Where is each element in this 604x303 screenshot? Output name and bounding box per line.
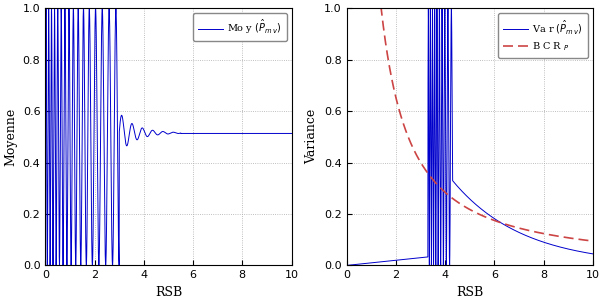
Legend: Va r $(\hat{P}_{m\,v})$, B C R $_{P}$: Va r $(\hat{P}_{m\,v})$, B C R $_{P}$ bbox=[498, 13, 588, 58]
Va r $(\hat{P}_{m\,v})$ bbox=[500, 222, 507, 226]
B C R $_{P}$ bbox=[590, 239, 597, 243]
Line: Va r $(\hat{P}_{m\,v})$: Va r $(\hat{P}_{m\,v})$ bbox=[347, 8, 593, 265]
B C R $_{P}$ bbox=[583, 238, 590, 242]
Va r $(\hat{P}_{m\,v})$ bbox=[489, 215, 496, 219]
Va r $(\hat{P}_{m\,v})$ bbox=[590, 252, 597, 256]
Va r $(\hat{P}_{m\,v})$ bbox=[355, 262, 362, 266]
Y-axis label: Variance: Variance bbox=[306, 109, 318, 165]
Va r $(\hat{P}_{m\,v})$ bbox=[539, 240, 546, 244]
Legend: Mo y $(\hat{P}_{m\,v})$: Mo y $(\hat{P}_{m\,v})$ bbox=[193, 13, 287, 41]
X-axis label: RSB: RSB bbox=[456, 286, 483, 299]
Va r $(\hat{P}_{m\,v})$ bbox=[432, 264, 439, 267]
X-axis label: RSB: RSB bbox=[155, 286, 182, 299]
B C R $_{P}$ bbox=[375, 6, 382, 10]
Va r $(\hat{P}_{m\,v})$ bbox=[343, 264, 350, 267]
Line: B C R $_{P}$: B C R $_{P}$ bbox=[379, 8, 593, 241]
B C R $_{P}$ bbox=[386, 66, 393, 69]
B C R $_{P}$ bbox=[474, 211, 481, 215]
B C R $_{P}$ bbox=[583, 238, 590, 242]
Y-axis label: Moyenne: Moyenne bbox=[4, 108, 17, 166]
Va r $(\hat{P}_{m\,v})$ bbox=[439, 6, 446, 10]
B C R $_{P}$ bbox=[479, 214, 486, 218]
B C R $_{P}$ bbox=[544, 232, 551, 236]
Va r $(\hat{P}_{m\,v})$ bbox=[525, 235, 533, 239]
